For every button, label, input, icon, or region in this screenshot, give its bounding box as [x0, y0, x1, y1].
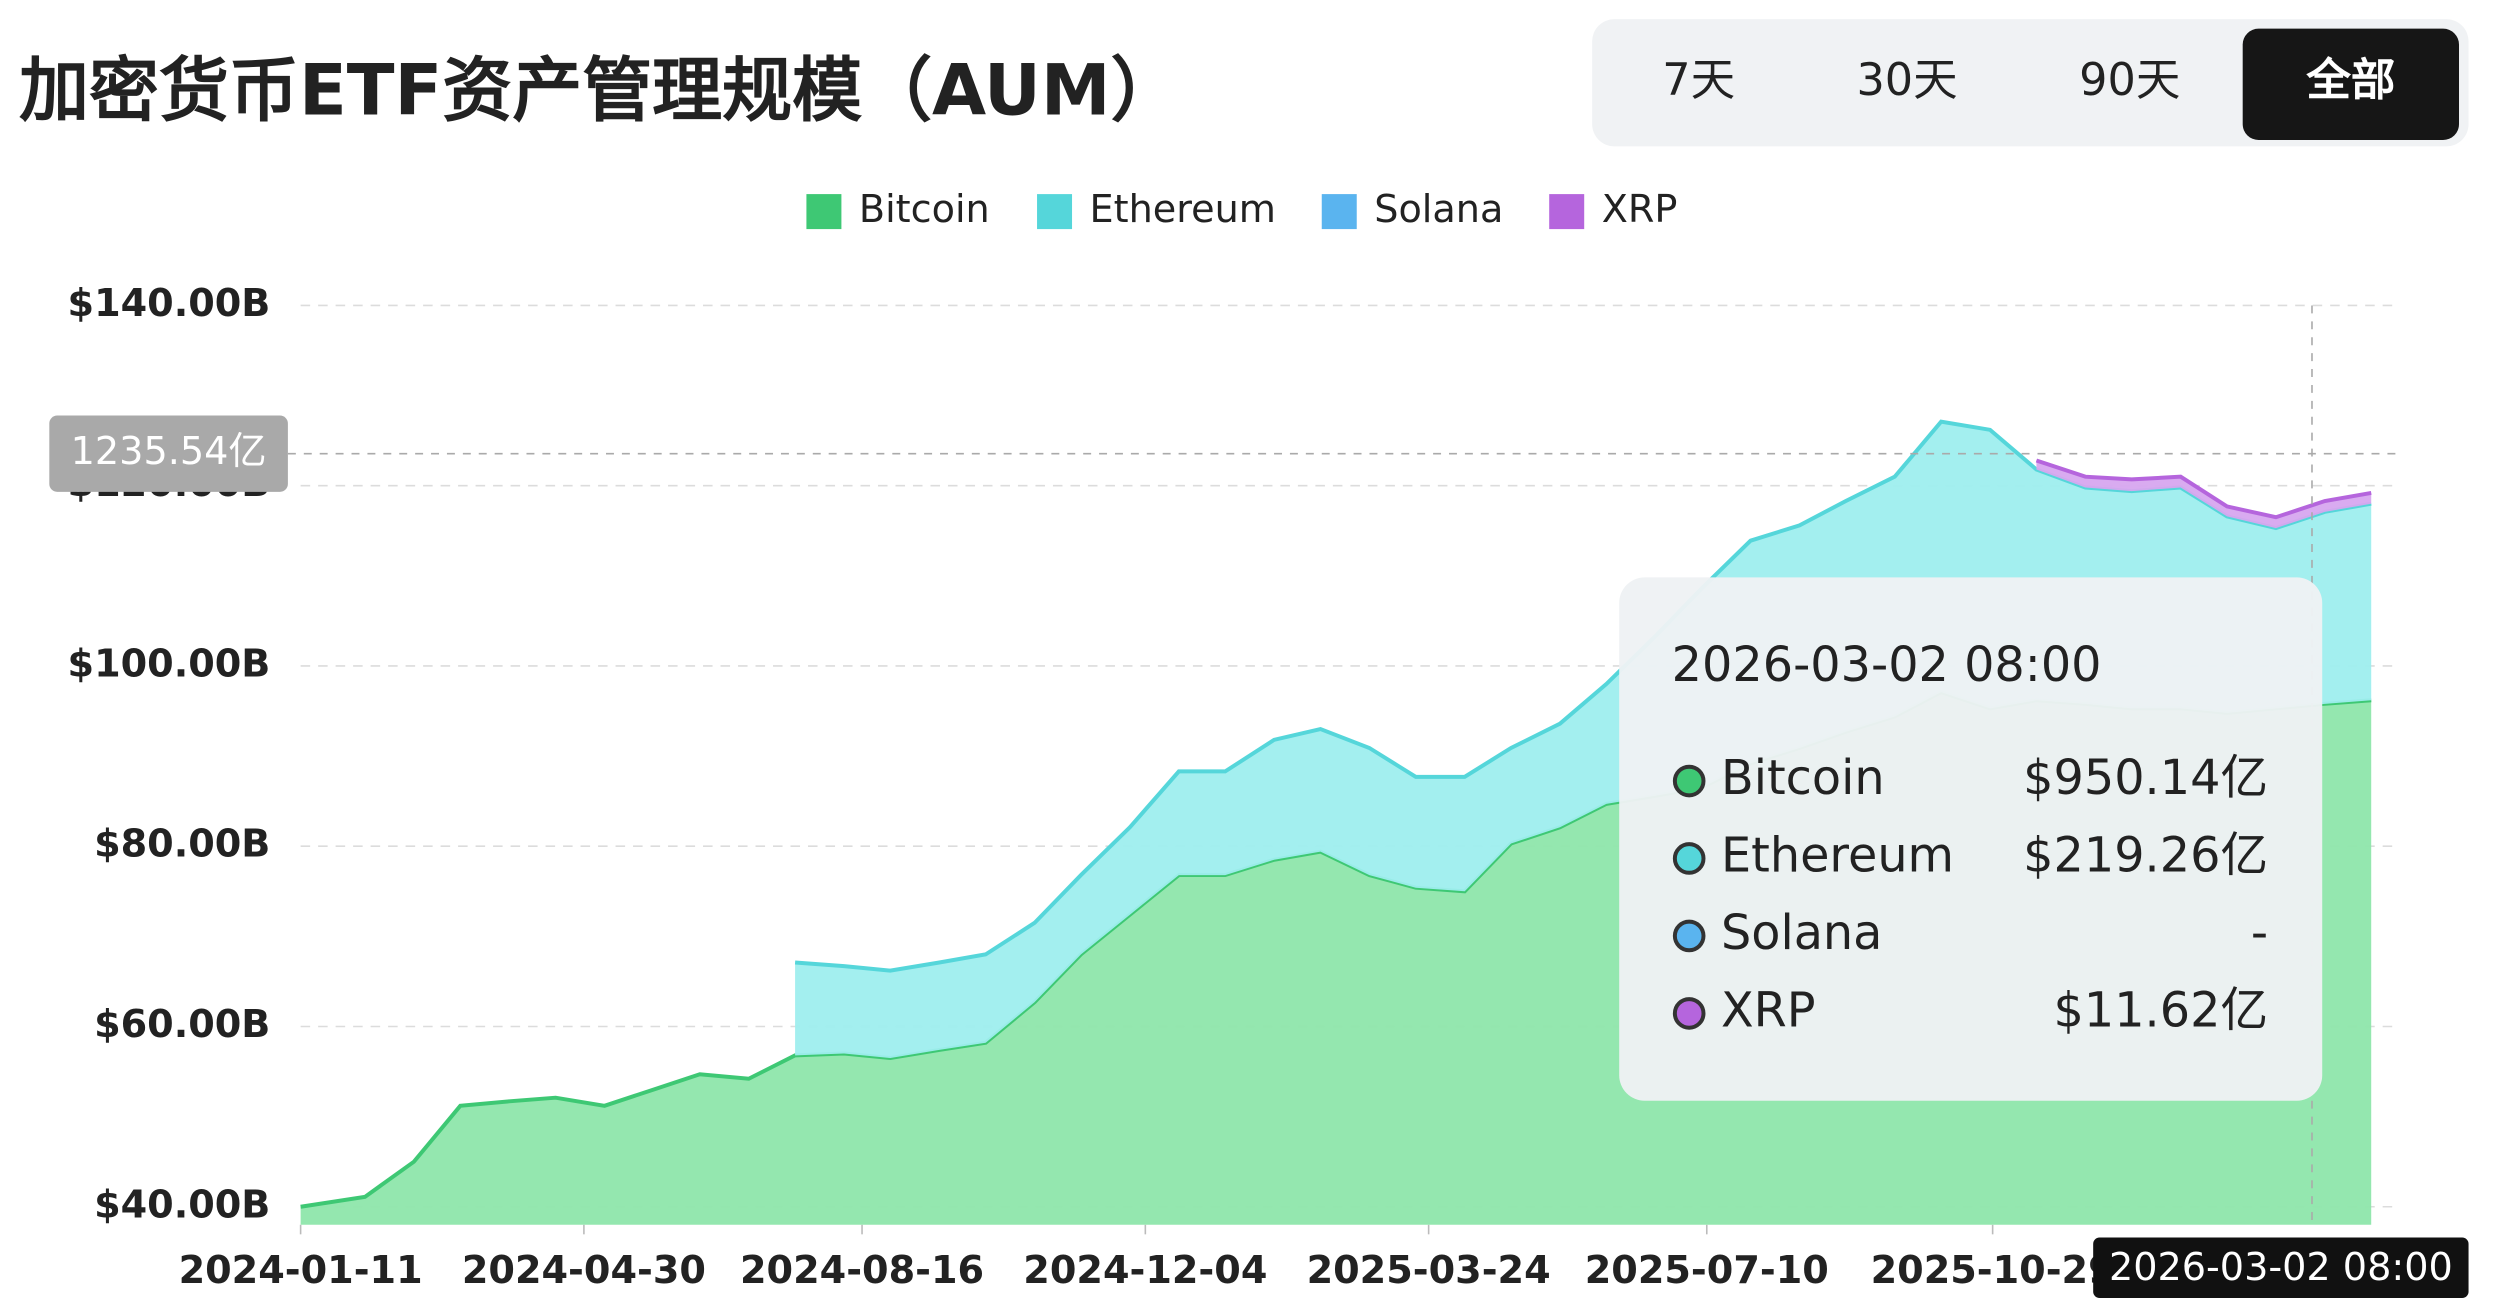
chart-title: 加密货币ETF资产管理规模（AUM） [19, 50, 1180, 132]
range-button[interactable]: 30天 [1856, 54, 1957, 106]
legend-label[interactable]: XRP [1602, 188, 1678, 232]
tooltip-name: XRP [1721, 983, 1816, 1038]
tooltip-marker [1672, 764, 1706, 798]
tooltip-name: Ethereum [1721, 828, 1954, 883]
area [2036, 460, 2372, 529]
tooltip-value: $950.14亿 [2023, 751, 2268, 806]
legend-label[interactable]: Ethereum [1090, 188, 1276, 232]
area-line [2035, 458, 2372, 520]
legend-label[interactable]: Bitcoin [859, 188, 990, 232]
legend-label[interactable]: Solana [1374, 188, 1503, 232]
overlay: 1235.54亿 2026-03-02 08:00 2026-03-02 08:00… [49, 305, 2469, 1298]
range-button[interactable]: 全部 [2305, 54, 2395, 106]
legend-swatch[interactable] [1037, 194, 1073, 230]
x-tick-label: 2024-01-11 [179, 1249, 423, 1293]
tooltip-name: Bitcoin [1721, 751, 1885, 806]
x-tick-label: 2025-03-24 [1307, 1249, 1551, 1293]
crosshair-x-label: 2026-03-02 08:00 [2109, 1246, 2453, 1290]
range-button[interactable]: 90天 [2079, 54, 2180, 106]
y-tick-label: $40.00B [94, 1183, 270, 1227]
y-tick-label: $60.00B [94, 1003, 270, 1047]
crosshair-x-badge [2093, 1237, 2469, 1298]
tooltip-name: Solana [1721, 906, 1882, 961]
legend-swatch[interactable] [806, 194, 842, 230]
y-tick-label: $100.00B [68, 642, 271, 686]
tooltip-marker [1672, 842, 1706, 875]
legend-swatch[interactable] [1321, 194, 1357, 230]
y-tick-label: $80.00B [94, 823, 270, 867]
x-tick-label: 2025-07-10 [1585, 1249, 1829, 1293]
y-tick-label: $140.00B [68, 282, 271, 326]
range-button[interactable]: 7天 [1662, 54, 1735, 106]
tooltip-marker [1672, 919, 1706, 953]
tooltip-marker [1672, 997, 1706, 1030]
legend-swatch[interactable] [1549, 194, 1585, 230]
crosshair-y-label: 1235.54亿 [71, 430, 267, 474]
crosshair-y-badge [49, 415, 288, 492]
x-tick-label: 2024-08-16 [740, 1249, 984, 1293]
tooltip-value: $11.62亿 [2054, 983, 2269, 1038]
tooltip-title: 2026-03-02 08:00 [1672, 638, 2102, 693]
tooltip-value: $219.26亿 [2023, 828, 2268, 883]
tooltip-value: - [2251, 906, 2268, 961]
tooltip [1619, 577, 2323, 1101]
x-tick-label: 2024-12-04 [1023, 1249, 1267, 1293]
x-tick-label: 2024-04-30 [462, 1249, 706, 1293]
range-button-selected[interactable] [2242, 28, 2460, 141]
x-tick-label: 2025-10-29 [1871, 1249, 2115, 1293]
